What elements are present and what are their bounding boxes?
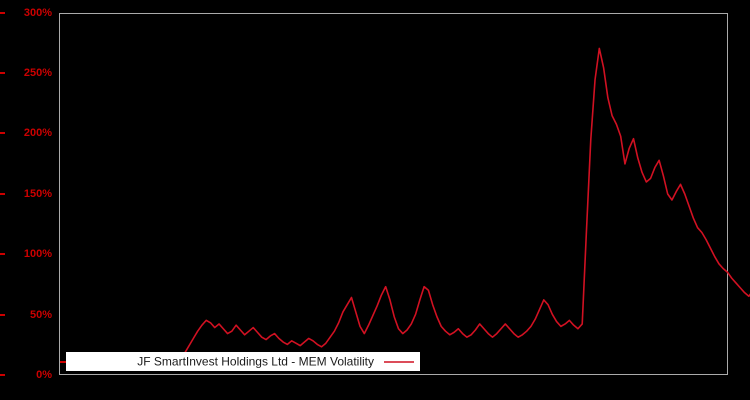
y-tick-200: 200% xyxy=(24,127,52,139)
y-tick-0: 0% xyxy=(36,369,52,381)
y-tick-300: 300% xyxy=(24,7,52,19)
legend[interactable]: JF SmartInvest Holdings Ltd - MEM Volati… xyxy=(66,352,420,371)
y-axis-tick-labels: 0% 50% 100% 150% 200% 250% 300% xyxy=(24,7,52,381)
plot-area-border xyxy=(59,13,728,375)
series-line-mem-volatility xyxy=(179,47,750,359)
y-axis-tick-marks xyxy=(0,12,66,376)
legend-box xyxy=(66,352,420,371)
y-tick-50: 50% xyxy=(30,309,52,321)
legend-label: JF SmartInvest Holdings Ltd - MEM Volati… xyxy=(137,355,374,369)
y-tick-100: 100% xyxy=(24,248,52,260)
y-tick-250: 250% xyxy=(24,67,52,79)
y-tick-150: 150% xyxy=(24,188,52,200)
